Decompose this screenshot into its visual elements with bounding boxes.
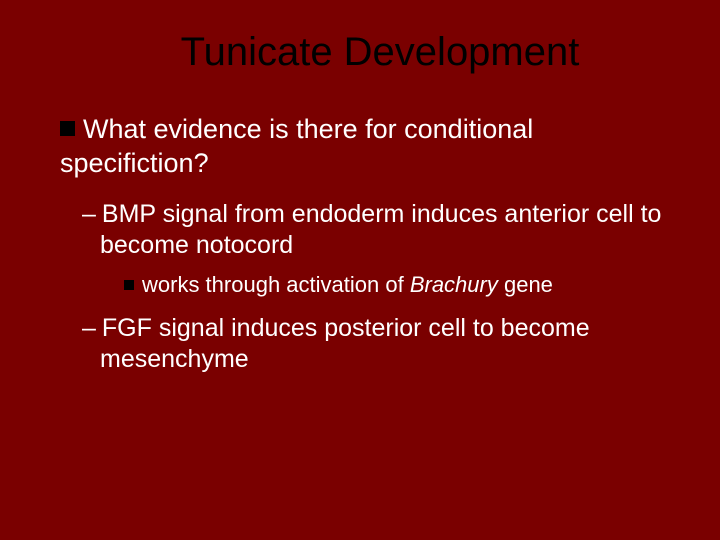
- dash-bullet-icon: –: [82, 314, 96, 342]
- square-bullet-icon: [60, 121, 75, 136]
- slide-container: Tunicate Development What evidence is th…: [0, 0, 720, 540]
- slide-title: Tunicate Development: [90, 30, 670, 75]
- level1-text: What evidence is there for conditional s…: [60, 114, 533, 178]
- level2-text-2: FGF signal induces posterior cell to bec…: [100, 314, 590, 373]
- dash-bullet-icon: –: [82, 200, 96, 228]
- square-bullet-small-icon: [124, 280, 134, 290]
- level2-text-1: BMP signal from endoderm induces anterio…: [100, 200, 661, 259]
- sub-list: –BMP signal from endoderm induces anteri…: [50, 199, 670, 376]
- gene-name: Brachury: [410, 272, 498, 297]
- level3-prefix: works through activation of: [142, 272, 410, 297]
- bullet-level2-item2: –FGF signal induces posterior cell to be…: [100, 313, 670, 376]
- bullet-level2-item1: –BMP signal from endoderm induces anteri…: [100, 199, 670, 262]
- level3-suffix: gene: [498, 272, 553, 297]
- bullet-level3-item1: works through activation of Brachury gen…: [140, 271, 670, 299]
- bullet-level1: What evidence is there for conditional s…: [60, 113, 670, 181]
